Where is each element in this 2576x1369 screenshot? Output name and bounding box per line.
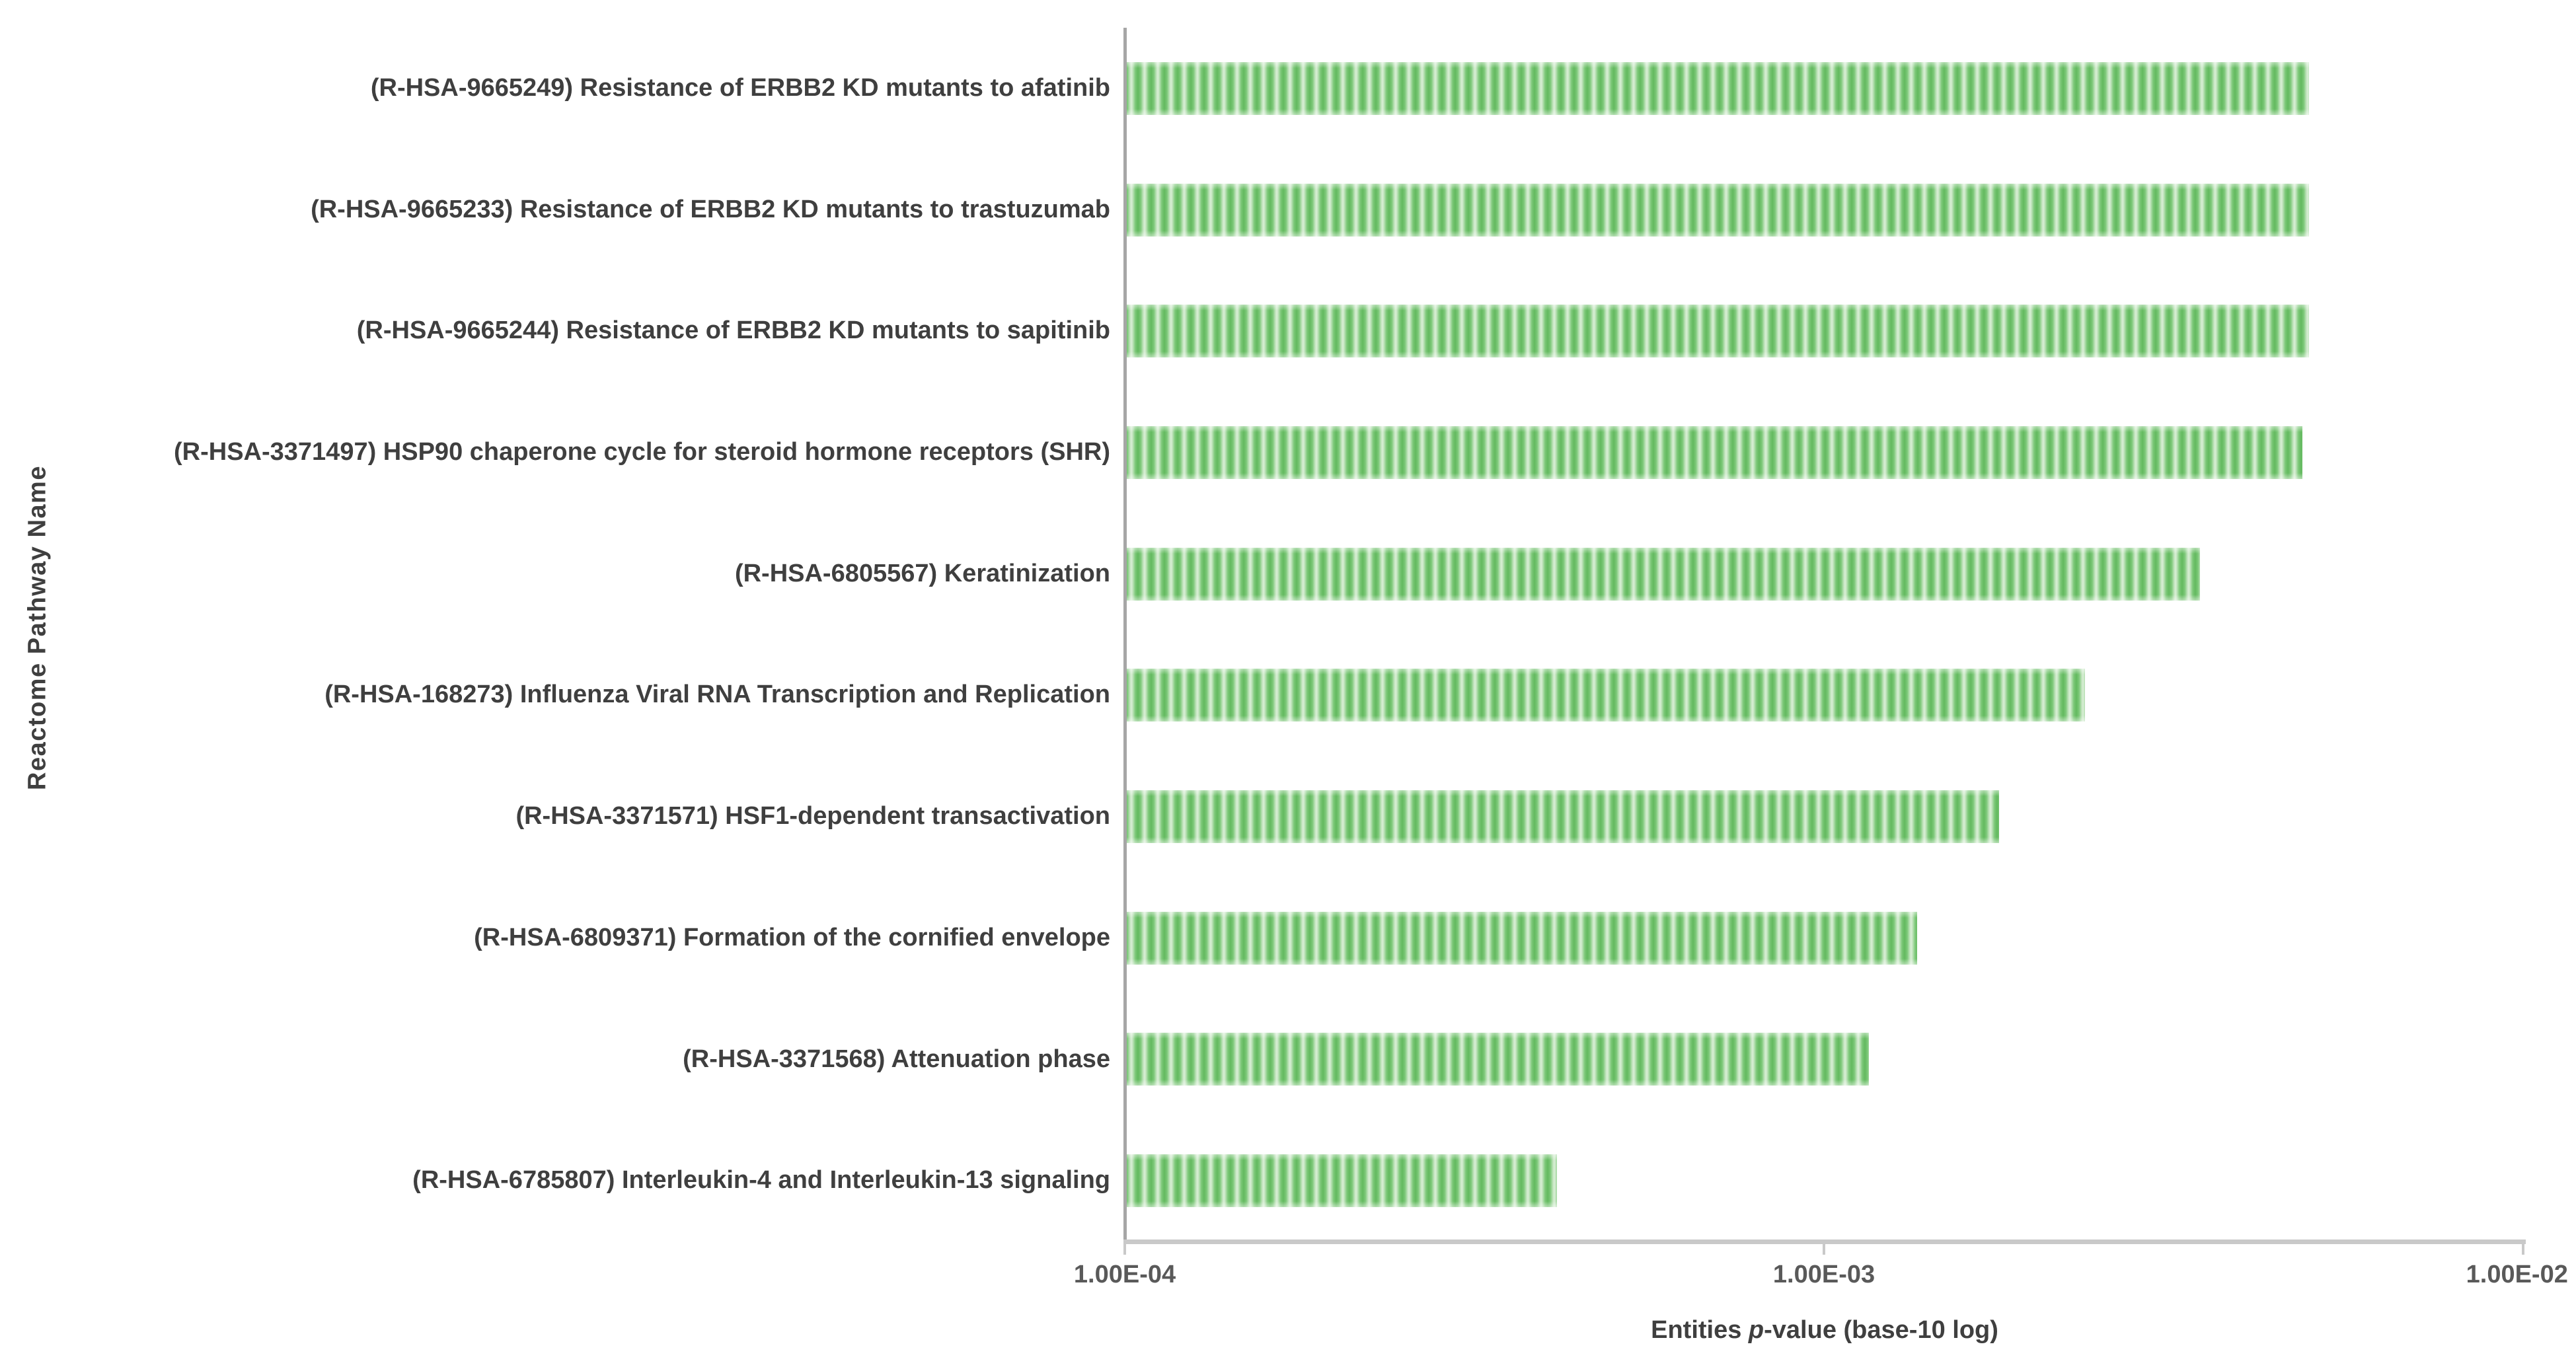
pathway-bar [1125, 61, 2310, 115]
bar-track [1125, 669, 2523, 722]
category-label: (R-HSA-6785807) Interleukin-4 and Interl… [412, 1166, 1110, 1195]
pathway-bar [1125, 911, 1918, 965]
table-row: (R-HSA-9665249) Resistance of ERBB2 KD m… [0, 28, 2523, 149]
pathway-bar [1125, 305, 2310, 358]
table-row: (R-HSA-9665233) Resistance of ERBB2 KD m… [0, 149, 2523, 271]
category-label: (R-HSA-3371571) HSF1-dependent transacti… [515, 802, 1110, 831]
x-axis-tick-label: 1.00E-03 [1772, 1261, 1875, 1288]
bar-track [1125, 911, 2523, 965]
category-label: (R-HSA-3371497) HSP90 chaperone cycle fo… [174, 438, 1110, 466]
x-axis-title-pre: Entities [1651, 1316, 1749, 1344]
pathway-bar [1125, 669, 2085, 722]
table-row: (R-HSA-3371497) HSP90 chaperone cycle fo… [0, 392, 2523, 513]
category-label: (R-HSA-3371568) Attenuation phase [683, 1045, 1110, 1073]
table-row: (R-HSA-6805567) Keratinization [0, 513, 2523, 635]
table-row: (R-HSA-168273) Influenza Viral RNA Trans… [0, 635, 2523, 757]
pathway-bar [1125, 547, 2200, 601]
pathway-bar [1125, 1033, 1870, 1086]
category-label: (R-HSA-168273) Influenza Viral RNA Trans… [324, 681, 1110, 709]
category-label: (R-HSA-6805567) Keratinization [734, 559, 1110, 587]
table-row: (R-HSA-6785807) Interleukin-4 and Interl… [0, 1120, 2523, 1241]
bar-track [1125, 183, 2523, 237]
category-label: (R-HSA-9665249) Resistance of ERBB2 KD m… [370, 73, 1110, 102]
bar-chart-rows: (R-HSA-9665249) Resistance of ERBB2 KD m… [0, 28, 2523, 1241]
table-row: (R-HSA-9665244) Resistance of ERBB2 KD m… [0, 270, 2523, 392]
table-row: (R-HSA-3371568) Attenuation phase [0, 999, 2523, 1121]
pathway-bar [1125, 183, 2310, 237]
bar-track [1125, 547, 2523, 601]
bar-track [1125, 426, 2523, 479]
bar-track [1125, 61, 2523, 115]
pathway-bar [1125, 426, 2302, 479]
bar-track [1125, 1033, 2523, 1086]
x-axis-line [1123, 1240, 2526, 1244]
category-label: (R-HSA-9665244) Resistance of ERBB2 KD m… [356, 316, 1110, 345]
x-axis-title-post: -value (base-10 log) [1764, 1316, 1998, 1344]
bar-track [1125, 1154, 2523, 1208]
pathway-bar [1125, 790, 1999, 844]
x-axis-tick-mark [1823, 1244, 1825, 1255]
y-axis-line [1123, 28, 1127, 1244]
x-axis-tick-label: 1.00E-04 [1073, 1261, 1176, 1288]
x-axis-tick-mark [1123, 1244, 1126, 1255]
x-axis-tick-label: 1.00E-02 [2466, 1261, 2568, 1288]
category-label: (R-HSA-9665233) Resistance of ERBB2 KD m… [311, 195, 1110, 223]
pathway-bar [1125, 1154, 1557, 1208]
bar-track [1125, 790, 2523, 844]
x-axis-tick-mark [2522, 1244, 2524, 1255]
x-axis-title: Entities p-value (base-10 log) [1651, 1316, 1998, 1345]
table-row: (R-HSA-6809371) Formation of the cornifi… [0, 877, 2523, 999]
x-axis-title-italic-p: p [1748, 1316, 1764, 1344]
category-label: (R-HSA-6809371) Formation of the cornifi… [474, 923, 1110, 951]
bar-track [1125, 305, 2523, 358]
table-row: (R-HSA-3371571) HSF1-dependent transacti… [0, 756, 2523, 877]
